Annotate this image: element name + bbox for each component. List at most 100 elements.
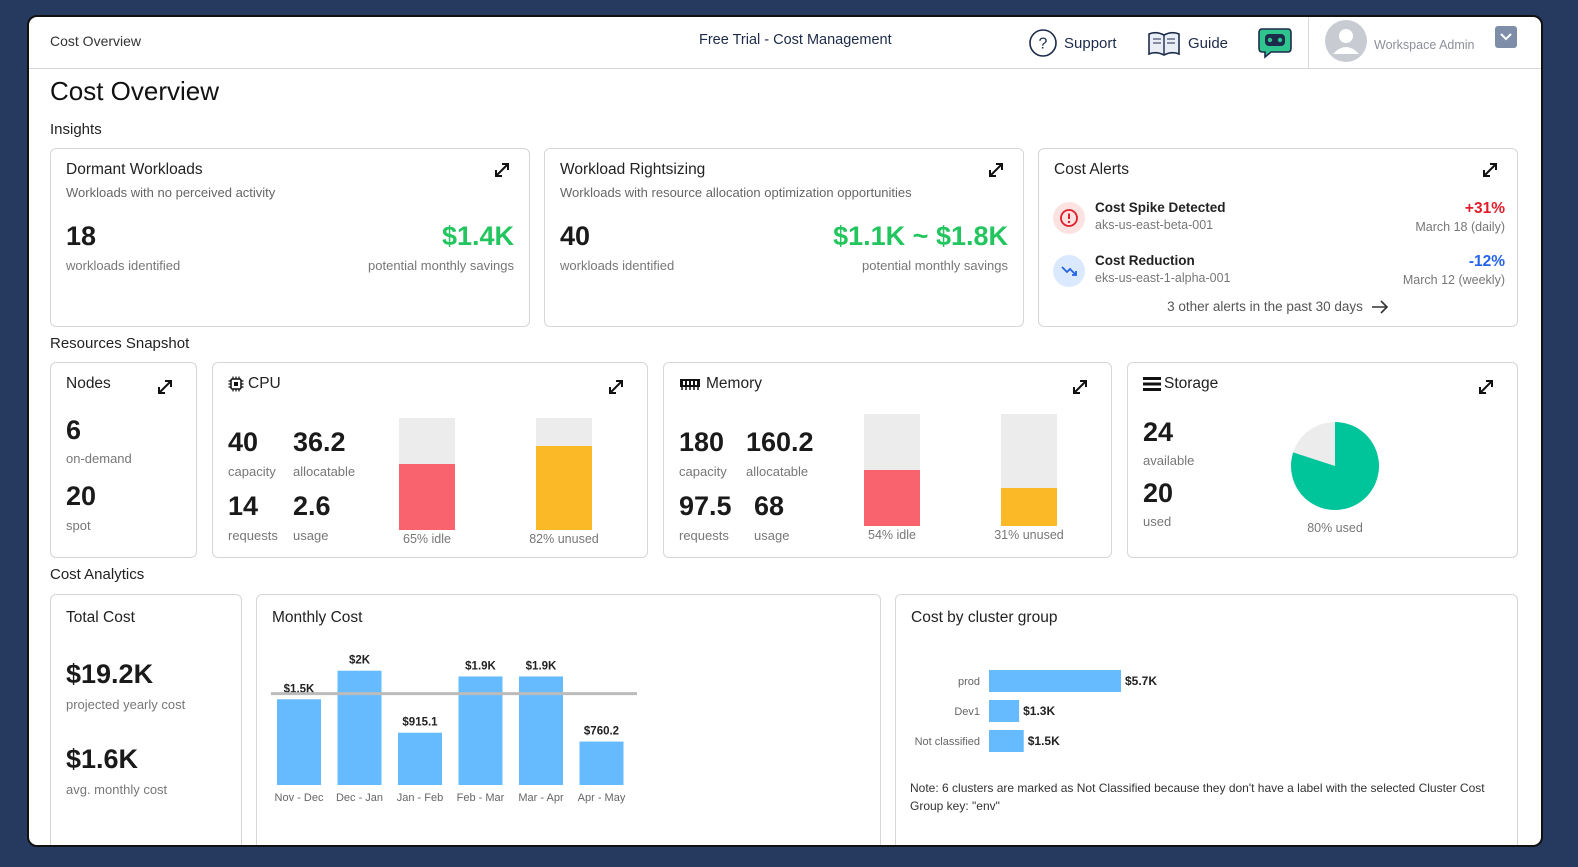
storage-used-label: used xyxy=(1143,514,1172,529)
monthly-category-label: Apr - May xyxy=(578,792,626,804)
cluster-bar[interactable] xyxy=(989,730,1024,752)
app-window: Cost Overview Free Trial - Cost Manageme… xyxy=(27,15,1543,847)
expand-icon[interactable] xyxy=(1477,378,1495,396)
chatbot-button[interactable] xyxy=(1257,25,1293,59)
storage-pie-used xyxy=(1291,422,1379,510)
card-title: Cost Alerts xyxy=(1054,161,1129,178)
topbar-divider xyxy=(1308,17,1309,69)
cpu-card: CPU 40 capacity 36.2 allocatable 14 requ… xyxy=(212,362,648,558)
cpu-requests: 14 xyxy=(228,491,259,521)
guide-label: Guide xyxy=(1188,34,1229,52)
expand-icon[interactable] xyxy=(1071,378,1089,396)
monthly-bar[interactable] xyxy=(277,699,321,785)
storage-used: 20 xyxy=(1143,478,1174,508)
memory-usage: 68 xyxy=(754,491,785,521)
nodes-card: Nodes 6 on-demand 20 spot xyxy=(50,362,197,558)
other-alerts-text: 3 other alerts in the past 30 days xyxy=(1167,299,1363,314)
alert-date: March 18 (daily) xyxy=(1415,220,1505,234)
section-insights: Insights xyxy=(50,121,102,138)
yearly-cost-label: projected yearly cost xyxy=(66,697,186,712)
expand-icon[interactable] xyxy=(493,161,511,179)
alert-cluster: aks-us-east-beta-001 xyxy=(1095,218,1214,232)
card-subtitle: Workloads with resource allocation optim… xyxy=(560,185,912,200)
card-title: Cost by cluster group xyxy=(911,609,1058,626)
help-circle-icon: ? xyxy=(1029,29,1057,57)
storage-card: Storage 24 available 20 used 80% used xyxy=(1127,362,1518,558)
page-title: Cost Overview xyxy=(50,76,220,106)
alert-item[interactable]: Cost Spike Detected aks-us-east-beta-001… xyxy=(1053,200,1505,240)
card-title: Nodes xyxy=(66,375,111,392)
card-title: Storage xyxy=(1164,375,1219,392)
chatbot-icon xyxy=(1258,28,1292,59)
ondemand-label: on-demand xyxy=(66,451,132,466)
monthly-category-label: Feb - Mar xyxy=(457,792,505,804)
total-cost-card: Total Cost $19.2K projected yearly cost … xyxy=(50,594,242,845)
cpu-idle-bar xyxy=(399,418,455,530)
cluster-cost-card: Cost by cluster group prod $5.7K Dev1 $1.3K… xyxy=(895,594,1518,845)
cpu-usage: 2.6 xyxy=(293,491,331,521)
memory-usage-label: usage xyxy=(754,528,790,543)
cluster-bar[interactable] xyxy=(989,670,1121,692)
memory-capacity: 180 xyxy=(679,427,725,457)
breadcrumb[interactable]: Cost Overview xyxy=(50,33,142,49)
support-link[interactable]: ? Support xyxy=(1028,26,1117,60)
trend-down-icon xyxy=(1053,255,1085,287)
expand-icon[interactable] xyxy=(987,161,1005,179)
cpu-title-row: CPU xyxy=(228,375,281,393)
alert-item[interactable]: Cost Reduction eks-us-east-1-alpha-001 -… xyxy=(1053,253,1505,293)
monthly-cost: $1.6K xyxy=(66,744,139,774)
section-resources: Resources Snapshot xyxy=(50,335,190,352)
card-title: Dormant Workloads xyxy=(66,161,203,178)
rightsizing-savings-label: potential monthly savings xyxy=(862,258,1008,273)
expand-icon[interactable] xyxy=(607,378,625,396)
monthly-bar-value: $915.1 xyxy=(402,717,438,729)
expand-icon[interactable] xyxy=(156,378,174,396)
dormant-count: 18 xyxy=(66,221,97,251)
avatar[interactable] xyxy=(1325,20,1367,62)
rightsizing-count: 40 xyxy=(560,221,591,251)
cost-alerts-card: Cost Alerts Cost Spike Detected aks-us-e… xyxy=(1038,148,1518,327)
monthly-bar-value: $1.9K xyxy=(465,660,496,672)
section-analytics: Cost Analytics xyxy=(50,566,145,583)
user-name[interactable]: Workspace Admin xyxy=(1374,38,1475,52)
user-icon xyxy=(1333,29,1359,54)
cluster-category-label: Dev1 xyxy=(954,706,980,718)
memory-idle-fill xyxy=(864,470,920,526)
monthly-bar-value: $2K xyxy=(349,655,371,667)
monthly-bar[interactable] xyxy=(337,670,382,785)
yearly-cost: $19.2K xyxy=(66,659,154,689)
rightsizing-savings: $1.1K ~ $1.8K xyxy=(833,221,1008,251)
alert-title: Cost Spike Detected xyxy=(1095,200,1226,215)
cluster-note: Note: 6 clusters are marked as Not Class… xyxy=(910,781,1485,813)
guide-link[interactable]: Guide xyxy=(1146,26,1228,60)
memory-requests-label: requests xyxy=(679,528,729,543)
monthly-bar[interactable] xyxy=(398,732,442,785)
monthly-bar[interactable] xyxy=(579,741,624,785)
memory-allocatable: 160.2 xyxy=(746,427,814,457)
cpu-allocatable: 36.2 xyxy=(293,427,346,457)
cpu-allocatable-label: allocatable xyxy=(293,464,356,479)
spot-label: spot xyxy=(66,518,91,533)
monthly-category-label: Nov - Dec xyxy=(275,792,324,804)
cluster-bar[interactable] xyxy=(989,700,1020,722)
ondemand-count: 6 xyxy=(66,415,82,445)
cpu-unused-bar xyxy=(536,418,592,530)
card-title: Total Cost xyxy=(66,609,135,626)
top-bar: Cost Overview Free Trial - Cost Manageme… xyxy=(29,17,1541,69)
memory-title-row: Memory xyxy=(679,375,762,393)
memory-idle-label: 54% idle xyxy=(868,528,916,542)
alert-cluster: eks-us-east-1-alpha-001 xyxy=(1095,271,1231,285)
support-label: Support xyxy=(1064,34,1117,52)
monthly-cost-label: avg. monthly cost xyxy=(66,782,168,797)
monthly-bar-value: $760.2 xyxy=(584,726,619,738)
user-menu-dropdown[interactable] xyxy=(1495,26,1517,48)
card-subtitle: Workloads with no perceived activity xyxy=(66,185,276,200)
dormant-workloads-card: Dormant Workloads Workloads with no perc… xyxy=(50,148,530,327)
spot-count: 20 xyxy=(66,481,97,511)
card-title: Monthly Cost xyxy=(272,609,363,626)
other-alerts-link[interactable]: 3 other alerts in the past 30 days xyxy=(1039,299,1517,314)
monthly-category-label: Mar - Apr xyxy=(518,792,564,804)
cpu-idle-label: 65% idle xyxy=(403,532,451,546)
expand-icon[interactable] xyxy=(1481,161,1499,179)
